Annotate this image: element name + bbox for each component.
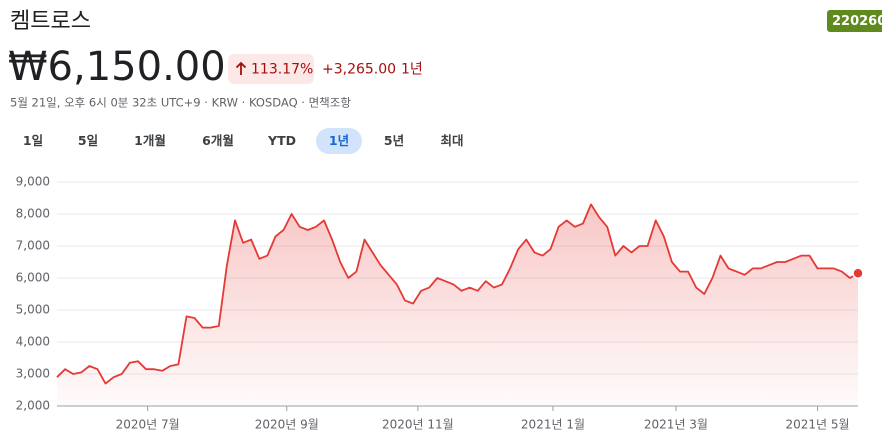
price: ₩6,150.00 [8,44,226,90]
range-tab[interactable]: YTD [267,133,296,148]
change-percent: 113.17% [251,62,313,78]
stock-name: 켐트로스 [10,9,91,34]
range-tabs: 1일 5일 1개월 6개월 YTD 1년 5년 최대 [23,128,464,154]
x-tick-label: 2020년 7월 [116,418,180,432]
change-pill [228,54,314,84]
range-tab[interactable]: 최대 [440,133,463,148]
y-tick-label: 8,000 [16,207,50,221]
ticker: 220260 [832,14,882,29]
chart: 2,000 3,000 4,000 5,000 6,000 7,000 8,000 9,000… [16,175,864,432]
x-tick-label: 2021년 5월 [786,418,850,432]
x-tick-label: 2021년 1월 [521,418,585,432]
change-amount: +3,265.00 [322,62,396,78]
ticker-badge [827,10,882,32]
price-area [57,204,858,406]
range-tab[interactable]: 5일 [78,133,98,148]
change-period: 1년 [401,62,423,78]
x-tick-label: 2021년 3월 [644,418,708,432]
range-tab[interactable]: 5년 [384,133,404,148]
y-tick-label: 9,000 [16,175,50,189]
tab-selected-bg [316,128,362,154]
y-tick-label: 3,000 [16,367,50,381]
y-tick-label: 6,000 [16,271,50,285]
x-tick-label: 2020년 11월 [382,418,454,432]
y-tick-label: 2,000 [16,399,50,413]
y-tick-label: 4,000 [16,335,50,349]
y-tick-label: 7,000 [16,239,50,253]
last-price-dot [852,267,864,279]
y-tick-label: 5,000 [16,303,50,317]
x-tick-label: 2020년 9월 [255,418,319,432]
range-tab[interactable]: 1년 [329,133,349,148]
up-arrow [235,61,247,75]
quote-info: 5월 21일, 오후 6시 0분 32초 UTC+9 · KRW · KOSDA… [10,96,351,110]
range-tab[interactable]: 6개월 [202,133,234,148]
range-tab[interactable]: 1일 [23,133,43,148]
range-tab[interactable]: 1개월 [134,133,166,148]
price-line [56,203,859,385]
